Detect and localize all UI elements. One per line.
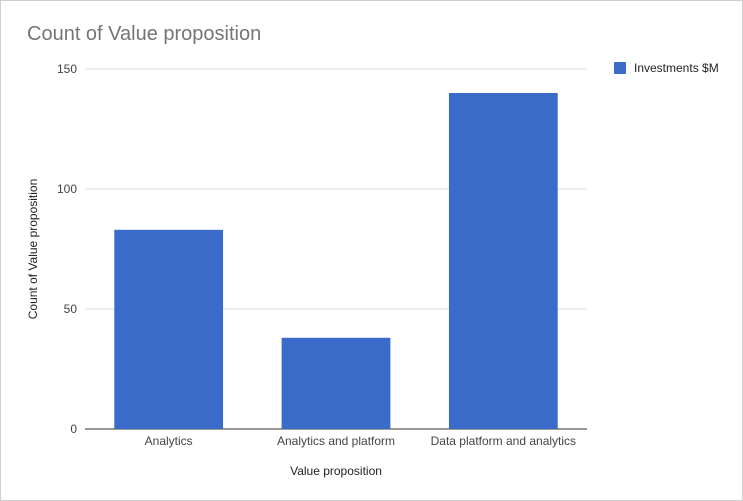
y-tick-label: 50 (64, 302, 78, 316)
x-tick-label: Analytics and platform (277, 434, 395, 448)
legend-label: Investments $M (634, 61, 719, 75)
bar[interactable] (281, 337, 391, 429)
x-tick-labels: Analytics Analytics and platform Data plat… (145, 434, 576, 448)
bar[interactable] (114, 229, 224, 429)
bars (114, 93, 558, 429)
x-tick-label: Data platform and analytics (431, 434, 576, 448)
y-tick-label: 100 (57, 182, 77, 196)
x-axis-title: Value proposition (290, 464, 382, 478)
x-tick-label: Analytics (145, 434, 193, 448)
y-tick-label: 150 (57, 62, 77, 76)
chart-title: Count of Value proposition (27, 23, 262, 45)
y-axis-title: Count of Value proposition (26, 179, 40, 320)
bar[interactable] (448, 93, 558, 429)
legend: Investments $M (614, 61, 719, 75)
y-tick-label: 0 (70, 422, 77, 436)
legend-swatch (614, 62, 626, 74)
y-tick-labels: 0 50 100 150 (57, 62, 77, 436)
